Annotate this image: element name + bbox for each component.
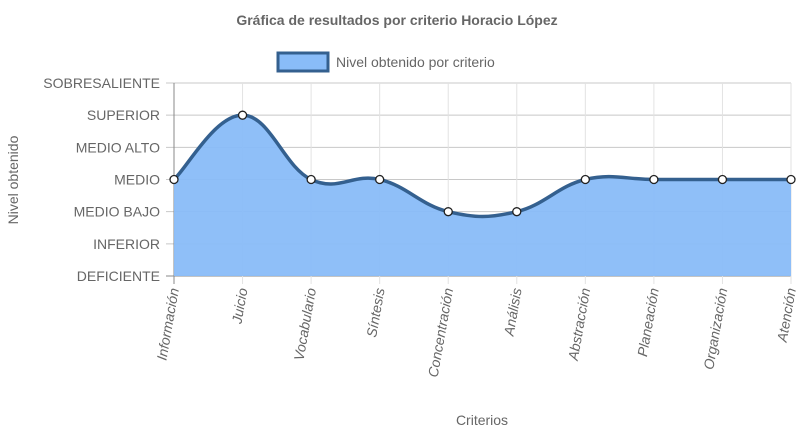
chart-title: Gráfica de resultados por criterio Horac… xyxy=(236,12,557,28)
x-tick-label: Atención xyxy=(774,287,796,345)
y-tick-label: SUPERIOR xyxy=(87,107,160,123)
x-tick-labels: Información Juicio Vocabulario Síntesis Conc… xyxy=(153,287,796,379)
x-tick-label: Concentración xyxy=(425,287,456,379)
x-tick-label: Análisis xyxy=(500,287,524,338)
x-tick-label: Organización xyxy=(700,287,730,371)
x-axis-title: Criterios xyxy=(456,412,508,428)
x-tick-label: Información xyxy=(153,287,181,362)
y-tick-label: DEFICIENTE xyxy=(77,268,160,284)
x-tick-label: Planeación xyxy=(634,287,662,358)
data-point[interactable] xyxy=(443,207,453,217)
y-axis-title: Nivel obtenido xyxy=(5,135,21,224)
data-point[interactable] xyxy=(512,207,522,217)
y-tick-label: MEDIO xyxy=(114,172,160,188)
data-point[interactable] xyxy=(786,174,796,185)
data-point[interactable] xyxy=(580,174,590,185)
area-layer xyxy=(172,113,791,277)
x-tick-label: Vocabulario xyxy=(291,287,320,362)
points-layer xyxy=(169,110,796,217)
data-point[interactable] xyxy=(237,110,248,120)
legend[interactable]: Nivel obtenido por criterio xyxy=(276,51,495,73)
y-tick-label: MEDIO ALTO xyxy=(76,139,160,155)
data-point[interactable] xyxy=(717,174,728,185)
data-point[interactable] xyxy=(306,174,316,185)
y-tick-label: MEDIO BAJO xyxy=(74,204,160,220)
legend-label: Nivel obtenido por criterio xyxy=(336,54,495,70)
data-point[interactable] xyxy=(649,174,659,185)
data-point[interactable] xyxy=(375,174,385,185)
x-tick-label: Juicio xyxy=(228,287,250,326)
x-tick-label: Abstracción xyxy=(565,287,594,363)
data-point[interactable] xyxy=(169,174,179,185)
y-tick-labels: DEFICIENTE INFERIOR MEDIO BAJO MEDIO MEDIO A… xyxy=(43,75,160,284)
y-tick-label: SOBRESALIENTE xyxy=(43,75,160,91)
legend-swatch xyxy=(276,51,330,73)
series-area xyxy=(174,115,791,277)
series-line xyxy=(172,113,791,219)
x-tick-label: Síntesis xyxy=(363,287,387,339)
y-tick-label: INFERIOR xyxy=(93,236,160,252)
